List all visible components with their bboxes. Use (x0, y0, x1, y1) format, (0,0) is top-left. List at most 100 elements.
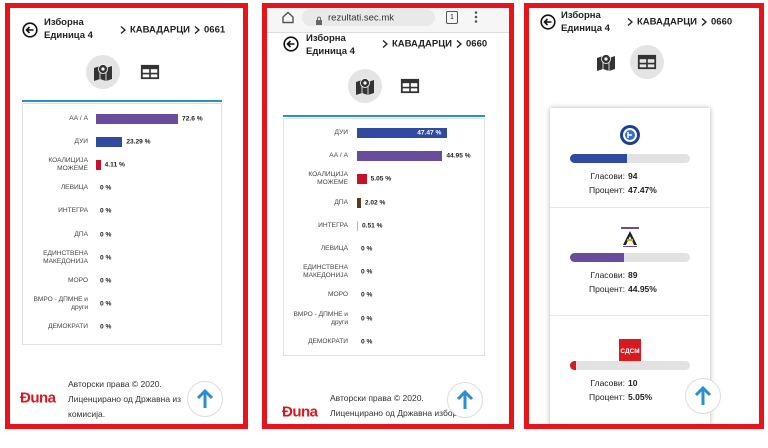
bar-label: КОАЛИЦИЈА МОЖЕМЕ (48, 157, 88, 173)
bar-value-label: 0 % (361, 245, 373, 253)
bar-label: ДЕМОКРАТИ (48, 322, 88, 330)
chart-box (22, 103, 222, 345)
back-button-glyph (540, 14, 556, 30)
map-view-button[interactable] (589, 45, 623, 79)
back-button[interactable] (540, 14, 556, 30)
table-view-button[interactable] (393, 69, 427, 103)
map-view-button-glyph (86, 55, 120, 89)
breadcrumbs: КАВАДАРЦИ 0660 (627, 17, 732, 28)
bar-label: ИНТЕГРА (318, 221, 348, 229)
progress-track (570, 253, 690, 262)
footer-text: Лиценцирано од Државна избор (330, 408, 458, 418)
table-view-button-glyph (400, 78, 420, 94)
breadcrumbs: КАВАДАРЦИ 0661 (120, 25, 225, 36)
bar-label: МОРО (327, 291, 348, 299)
votes-label: Гласови: (590, 171, 625, 181)
footer-text: Авторски права © 2020. (68, 379, 162, 389)
scroll-top-button-glyph (685, 378, 721, 414)
bar-value-label: 0 % (361, 338, 373, 346)
percent-label: Процент: (588, 185, 625, 195)
votes-label: Гласови: (590, 378, 625, 388)
scroll-top-button[interactable] (684, 377, 722, 415)
bar (357, 151, 443, 162)
url-text: rezultati.sec.mk (328, 12, 394, 24)
panel: rezultati.sec.mk 1 Изборна Единица 4 КАВАДАР… (267, 8, 509, 421)
header-title: Изборна (44, 17, 84, 28)
party-logo: СДСМ (619, 339, 641, 361)
bar (96, 137, 123, 148)
bar (357, 174, 367, 185)
bar-label: ЛЕВИЦА (60, 184, 88, 192)
breadcrumbs: КАВАДАРЦИ 0660 (382, 39, 487, 50)
card-divider (550, 207, 710, 208)
chevron (120, 25, 126, 35)
bar-value-label: 5.05 % (370, 175, 392, 183)
map-view-button[interactable] (86, 55, 120, 89)
menu-button-glyph (474, 11, 478, 23)
chevron (382, 39, 388, 49)
bar (357, 128, 448, 138)
lock-icon (315, 13, 323, 25)
bar-value-label: 0 % (361, 315, 373, 323)
back-button[interactable] (22, 22, 38, 38)
percent-value: 47.47% (628, 185, 657, 195)
divider (283, 115, 485, 117)
map-view-button[interactable] (348, 69, 382, 103)
panel: Изборна Единица 4 КАВАДАРЦИ 0660 Гласови: 94 П… (540, 10, 733, 415)
scroll-top-button[interactable] (186, 380, 224, 418)
map-view-button-glyph (348, 69, 382, 103)
panel-frame (524, 3, 764, 429)
table-view-button-glyph (140, 64, 160, 80)
bar-value-label: 0 % (100, 184, 112, 192)
url-pill (302, 9, 435, 26)
party-logo-glyph (621, 227, 639, 247)
bar-label: ДПА (74, 230, 88, 238)
table-view-button-glyph (630, 45, 664, 79)
menu-button[interactable] (474, 10, 478, 24)
footer-text: комисија. (68, 409, 106, 419)
bar-value-label: 4.11 % (104, 161, 125, 169)
bar-label: ЕДИНСТВЕНА МАКЕДОНИЈА (43, 249, 88, 265)
chevron (627, 17, 633, 27)
bar-value-label: 0 % (100, 231, 112, 238)
bar-value-label: 0 % (100, 300, 112, 308)
bar (357, 220, 358, 231)
scroll-top-button[interactable] (446, 381, 484, 419)
panel-frame (262, 3, 514, 429)
progress-fill (570, 253, 624, 262)
footer-text: Авторски права © 2020. (330, 393, 424, 403)
breadcrumb: 0661 (204, 24, 226, 36)
bar-label: ДУИ (74, 138, 88, 146)
party-logo-glyph (620, 125, 640, 145)
votes-label: Гласови: (590, 270, 625, 280)
card-divider (550, 315, 710, 316)
bar-label: ДПА (334, 198, 348, 206)
bar-label: АА / А (69, 115, 88, 122)
home-button[interactable] (281, 10, 295, 24)
chevron (456, 39, 462, 49)
page: {"panels":[ {"header":{"title_line1":"Из… (5, 3, 764, 429)
bar-label: ДЕМОКРАТИ (308, 337, 348, 345)
scroll-top-button-glyph (447, 382, 483, 418)
bar-label: МОРО (67, 276, 88, 284)
votes-value: 94 (628, 171, 638, 181)
divider (22, 100, 222, 102)
progress-track (570, 361, 690, 370)
bar-value-label: 0.51 % (361, 222, 383, 230)
bar-label: ДУИ (334, 129, 348, 136)
logo: Ðuna (282, 403, 318, 421)
header-title: Единица 4 (44, 30, 93, 41)
bar-label: ИНТЕГРА (58, 207, 88, 215)
bar-value-label: 44.95 % (446, 152, 471, 160)
bar-value-label: 0 % (361, 291, 373, 299)
back-button[interactable] (283, 36, 299, 52)
table-view-button[interactable] (630, 45, 664, 79)
back-button-glyph (283, 36, 299, 52)
party-logo (619, 226, 641, 248)
table-view-button[interactable] (133, 55, 167, 89)
bar (357, 197, 361, 208)
votes-value: 89 (628, 270, 638, 280)
bar-value-label: 2.02 % (364, 199, 386, 207)
bar-value-label: 23.29 % (126, 138, 151, 146)
header-title: Единица 4 (561, 23, 610, 34)
